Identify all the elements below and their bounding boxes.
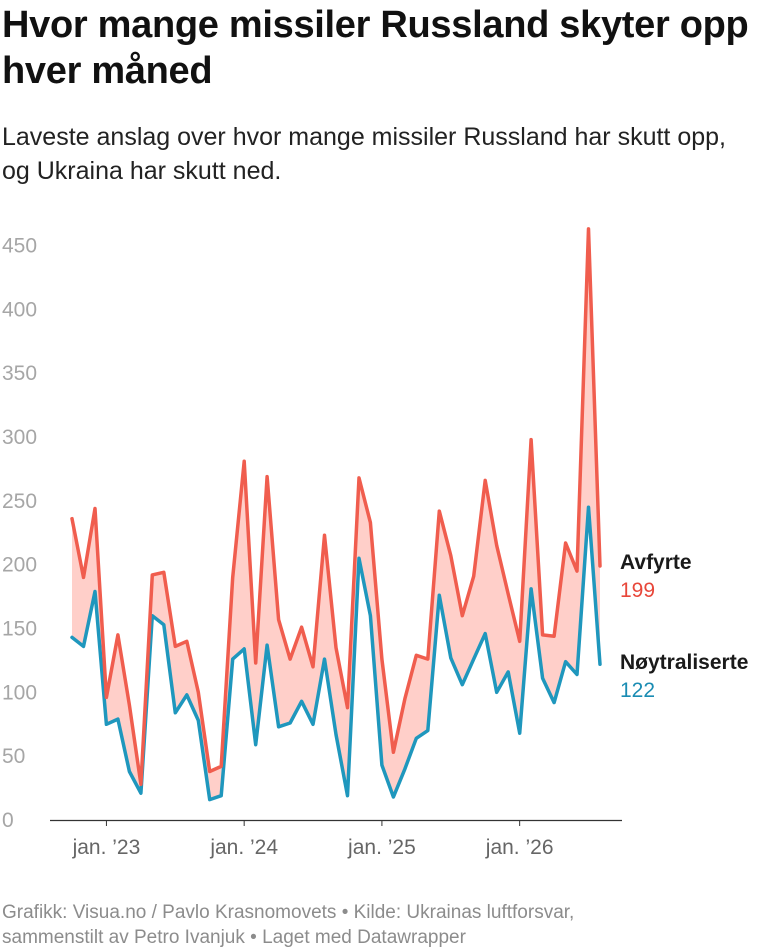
y-tick-label: 450 — [2, 235, 37, 258]
y-tick-label: 150 — [2, 618, 37, 641]
avfyrte-label: Avfyrte — [620, 551, 692, 574]
chart-subtitle: Laveste anslag over hvor mange missiler … — [2, 123, 726, 185]
y-tick-label: 300 — [2, 426, 37, 449]
y-tick-label: 400 — [2, 298, 37, 321]
avfyrte-value: 199 — [620, 579, 655, 602]
x-tick-label: jan. ’25 — [347, 836, 416, 859]
avfyrte-line — [70, 227, 602, 787]
noytraliserte-value: 122 — [620, 679, 655, 702]
y-tick-label: 0 — [2, 809, 14, 832]
footer-tools: sammenstilt av Petro Ivanjuk • Laget med… — [2, 927, 466, 948]
y-tick-label: 50 — [2, 745, 25, 768]
noytraliserte-label: Nøytraliserte — [620, 651, 748, 674]
y-tick-label: 350 — [2, 362, 37, 385]
footer-credits: Grafikk: Visua.no / Pavlo Krasnomovets •… — [2, 902, 575, 923]
missile-chart: 0 50 100 150 200 250 300 350 400 450 jan. ’23 jan. … — [2, 227, 748, 859]
chart-title: Hvor mange missiler Russland skyter opp … — [2, 4, 749, 92]
y-tick-label: 100 — [2, 681, 37, 704]
x-tick-label: jan. ’23 — [72, 836, 141, 859]
noytraliserte-line — [70, 505, 602, 802]
chart-footer: Grafikk: Visua.no / Pavlo Krasnomovets •… — [2, 900, 742, 950]
x-tick-label: jan. ’24 — [209, 836, 278, 859]
x-tick-label: jan. ’26 — [485, 836, 554, 859]
difference-area — [72, 228, 600, 800]
y-tick-label: 200 — [2, 554, 37, 577]
series-lines — [70, 227, 602, 802]
y-tick-label: 250 — [2, 490, 37, 513]
